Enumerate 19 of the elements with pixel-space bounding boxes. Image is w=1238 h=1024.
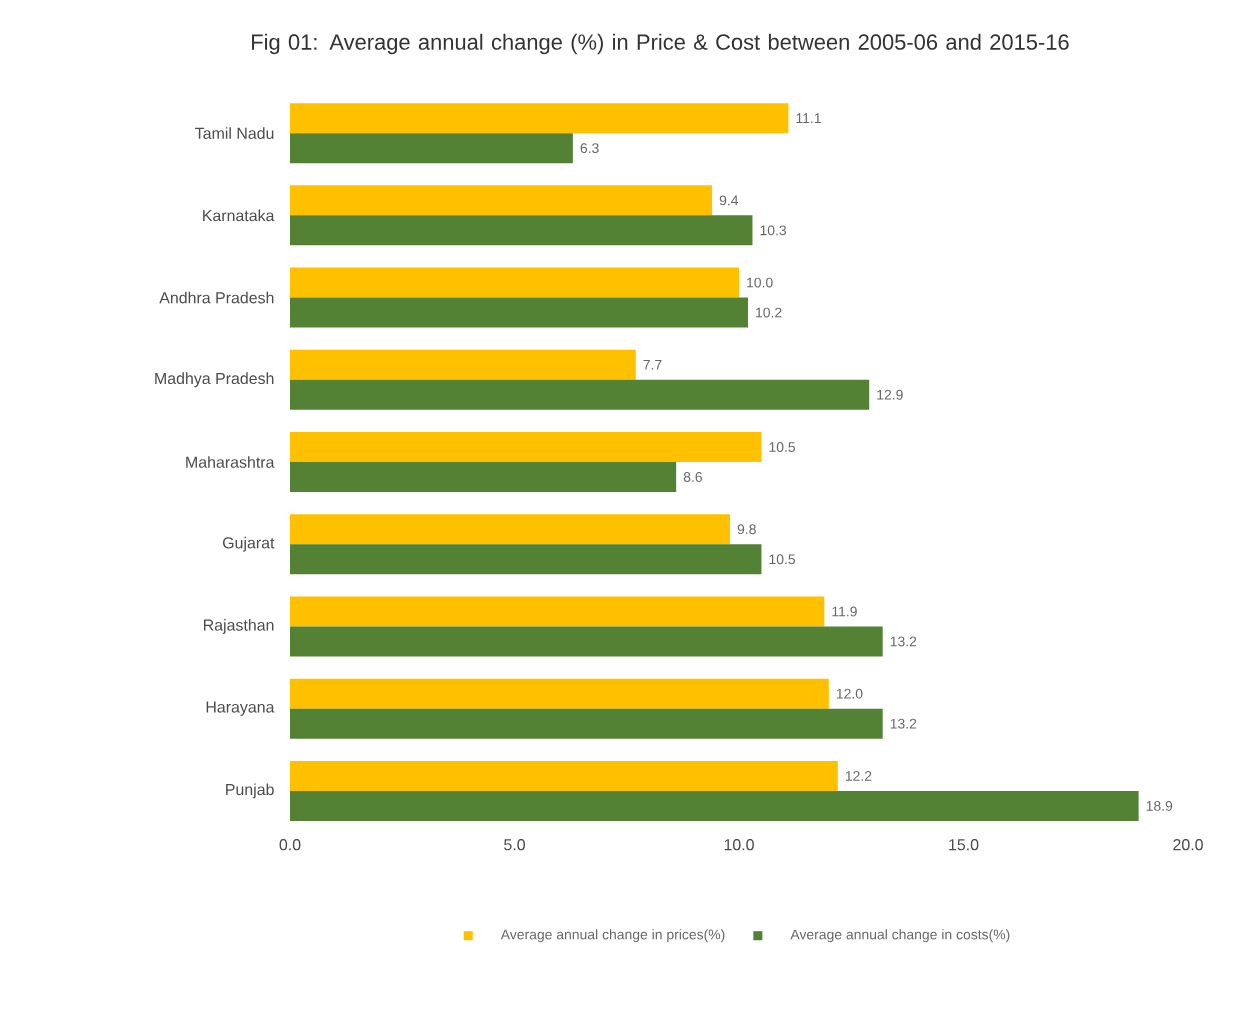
- bar: [290, 133, 573, 164]
- bar: [290, 760, 838, 791]
- bar: [290, 708, 883, 739]
- bar: [290, 514, 731, 545]
- bar: [290, 349, 636, 380]
- bar: [290, 596, 825, 627]
- chart-title: Fig 01: Average annual change (%) in Price & Cost between 2005-06 and 2015-16: [252, 33, 1069, 55]
- bar: [290, 379, 870, 410]
- bar: [290, 267, 740, 298]
- bar: [290, 215, 753, 246]
- bar: [290, 297, 748, 328]
- bar: [290, 544, 762, 575]
- bar: [290, 185, 713, 216]
- bar: [290, 678, 829, 709]
- bar: [290, 462, 677, 493]
- bar: [290, 103, 789, 134]
- bar: [290, 432, 762, 463]
- bar: [290, 626, 883, 657]
- bar: [290, 790, 1139, 821]
